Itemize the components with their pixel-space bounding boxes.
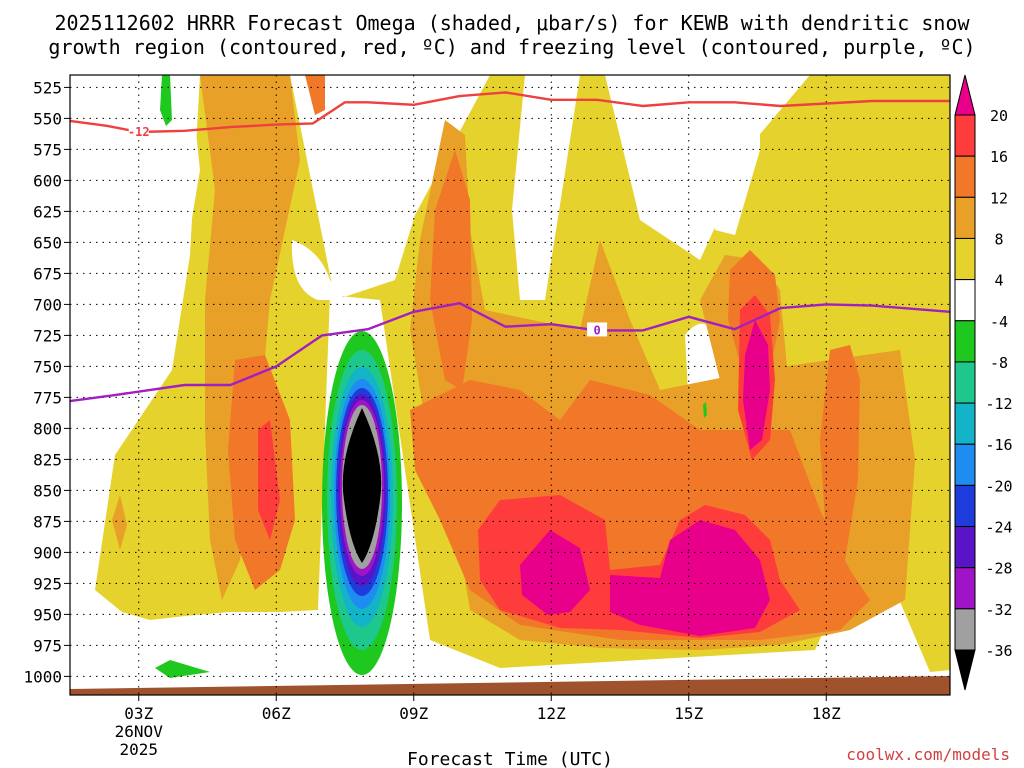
colorbar-label: -4 <box>990 313 1008 331</box>
colorbar-label: 16 <box>990 148 1008 166</box>
colorbar-swatch <box>954 196 976 239</box>
omega-band-gt-20 <box>610 520 770 636</box>
y-tick-label: 575 <box>33 140 62 159</box>
colorbar-label: -12 <box>985 395 1012 413</box>
colorbar-label: -16 <box>985 436 1012 454</box>
x-tick-date: 26NOV <box>115 722 164 741</box>
y-tick-label: 925 <box>33 574 62 593</box>
omega-band-lt-36 <box>342 408 382 563</box>
contour-label: -12 <box>128 125 150 139</box>
colorbar-swatch <box>954 114 976 157</box>
colorbar-swatch <box>954 155 976 198</box>
y-tick-label: 775 <box>33 388 62 407</box>
y-tick-label: 800 <box>33 419 62 438</box>
omega-shading <box>75 75 950 678</box>
omega-band-12-16 <box>820 345 860 560</box>
y-tick-label: 675 <box>33 264 62 283</box>
x-tick-label: 15Z <box>674 704 703 723</box>
y-tick-label: 950 <box>33 605 62 624</box>
omega-band-16-20 <box>258 420 280 540</box>
terrain-surface <box>70 676 950 695</box>
colorbar-swatch <box>954 279 976 322</box>
y-tick-label: 750 <box>33 357 62 376</box>
colorbar-label: -20 <box>985 477 1012 495</box>
y-tick-label: 550 <box>33 109 62 128</box>
y-tick-label: 625 <box>33 202 62 221</box>
contour-label-bg <box>128 124 149 139</box>
omega-band-12-16 <box>305 75 325 115</box>
contour-layer: -12 0 <box>69 91 951 403</box>
omega-band-8-12 <box>200 75 300 600</box>
colorbar-label: 20 <box>990 107 1008 125</box>
omega-band-8-12 <box>112 495 127 550</box>
colorbar-label: 8 <box>994 230 1003 248</box>
colorbar-label: -28 <box>985 560 1012 578</box>
omega-band-12-16 <box>430 150 472 390</box>
colorbar-swatch <box>954 237 976 281</box>
y-tick-label: 650 <box>33 233 62 252</box>
x-tick-year: 2025 <box>119 740 158 759</box>
contour-label-bg <box>587 322 608 337</box>
colorbar-label: 12 <box>990 189 1008 207</box>
contour-label: 0 <box>593 323 600 337</box>
plot-frame <box>69 74 951 696</box>
omega-band-gt-20 <box>743 320 770 450</box>
contour-line-1 <box>69 302 951 403</box>
x-tick-label: 12Z <box>537 704 566 723</box>
y-tick-label: 825 <box>33 450 62 469</box>
x-axis-title: Forecast Time (UTC) <box>407 749 613 768</box>
colorbar-label: 4 <box>994 272 1003 290</box>
y-tick-label: 700 <box>33 295 62 314</box>
colorbar-label: -24 <box>985 519 1012 537</box>
colorbar-label: -8 <box>990 354 1008 372</box>
colorbar-swatch <box>954 402 976 445</box>
colorbar-swatch <box>954 443 976 486</box>
omega-band-neutral <box>75 75 200 610</box>
colorbar-swatch <box>954 567 976 610</box>
chart-title-line-1: 2025112602 HRRR Forecast Omega (shaded, … <box>54 11 970 35</box>
colorbar-label: -32 <box>985 601 1012 619</box>
colorbar-arrow-bottom <box>954 649 976 691</box>
x-tick-label: 09Z <box>399 704 428 723</box>
y-tick-label: 875 <box>33 512 62 531</box>
chart-title-line-2: growth region (contoured, red, ºC) and f… <box>48 35 975 59</box>
credit-text: coolwx.com/models <box>846 745 1010 764</box>
omega-band-neg-4-8 <box>703 402 707 418</box>
y-tick-label: 850 <box>33 481 62 500</box>
colorbar-swatch <box>954 484 976 528</box>
colorbar-swatch <box>954 361 976 404</box>
y-tick-label: 600 <box>33 171 62 190</box>
y-tick-label: 900 <box>33 543 62 562</box>
y-tick-label: 975 <box>33 636 62 655</box>
y-tick-label: 725 <box>33 326 62 345</box>
colorbar-label: -36 <box>985 642 1012 660</box>
y-tick-label: 1000 <box>23 667 62 686</box>
y-axis: 525 550 575 600 625 650 675 700 725 750 775 800 825 8… <box>23 78 70 686</box>
colorbar-swatch <box>954 526 976 569</box>
plot-area <box>70 75 950 695</box>
contour-line-0 <box>69 91 950 134</box>
colorbar-arrow-top <box>954 74 976 116</box>
omega-band-neutral <box>705 75 760 235</box>
omega-band-neutral <box>512 75 580 300</box>
omega-band-neutral <box>291 240 345 300</box>
y-tick-label: 525 <box>33 78 62 97</box>
omega-band-4-8 <box>870 75 950 480</box>
colorbar: 20 16 12 8 4 -4 -8 -12 -16 -20 -24 -28 -32 -36 <box>954 74 1013 691</box>
colorbar-swatch <box>954 608 976 651</box>
x-tick-label: 18Z <box>812 704 841 723</box>
omega-band-neg-4-8 <box>155 660 210 678</box>
x-tick-label: 03Z <box>124 704 153 723</box>
x-tick-label: 06Z <box>262 704 291 723</box>
colorbar-swatch <box>954 320 976 363</box>
omega-band-gt-20 <box>520 530 590 615</box>
